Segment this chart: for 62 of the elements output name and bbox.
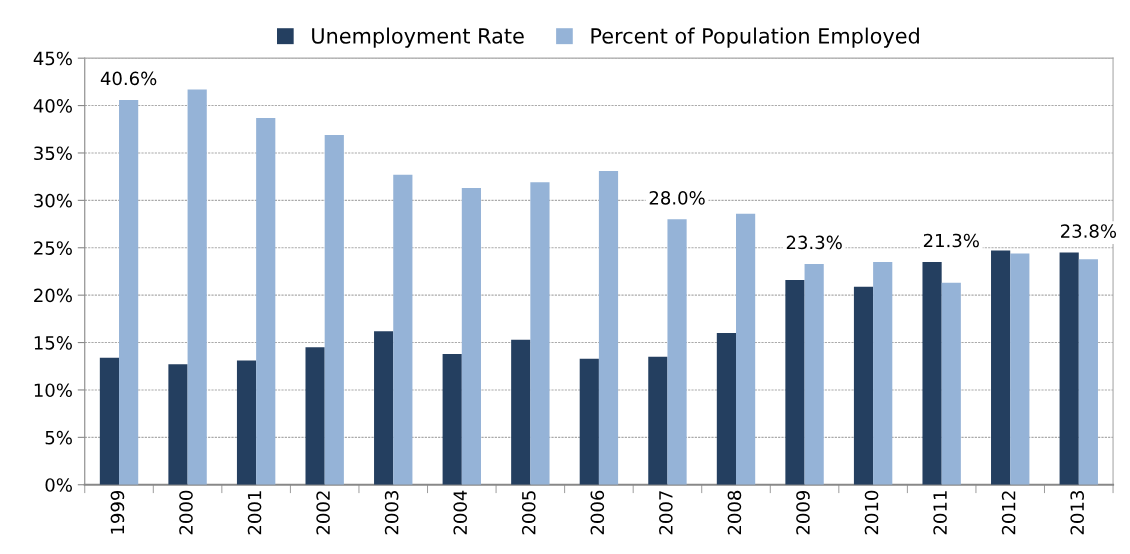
bar	[991, 250, 1011, 485]
y-tick-label: 40%	[33, 99, 72, 113]
x-tick-label: 2013	[1070, 491, 1085, 535]
bar	[256, 117, 276, 485]
x-tick-label: 2009	[796, 490, 810, 535]
x-tick-label: 2004	[453, 490, 468, 535]
x-tick-label: 2002	[316, 491, 330, 535]
x-tick-label: 2006	[590, 490, 605, 535]
y-tick-label: 30%	[34, 193, 72, 208]
x-tick-label: 2010	[864, 490, 879, 535]
bar	[922, 261, 942, 485]
bar	[736, 213, 756, 485]
x-tick-label: 2007	[659, 491, 673, 535]
x-tick-label: 2005	[521, 491, 536, 535]
bar	[804, 263, 824, 485]
x-tick-label: 2000	[179, 490, 193, 535]
bar	[873, 261, 893, 485]
bar	[374, 331, 394, 485]
bar	[442, 353, 462, 485]
y-tick-label: 25%	[34, 241, 72, 255]
data-label: 23.8%	[1061, 224, 1117, 238]
y-tick-label: 5%	[45, 430, 72, 445]
legend-label: Percent of Population Employed	[591, 27, 919, 48]
bar	[393, 174, 413, 485]
x-tick-label: 1999	[110, 490, 125, 534]
bar	[853, 286, 874, 485]
data-label: 23.3%	[786, 235, 842, 250]
y-tick-label: 10%	[34, 383, 72, 398]
bar	[187, 89, 207, 485]
bar	[716, 333, 737, 485]
bar	[305, 347, 325, 485]
x-tick-label: 2011	[933, 491, 947, 535]
y-tick-label: 0%	[45, 478, 72, 492]
bar	[785, 279, 805, 485]
bar	[530, 182, 550, 485]
bar	[941, 282, 961, 485]
y-tick-label: 35%	[34, 146, 72, 161]
bar	[99, 357, 120, 485]
bar	[511, 339, 531, 485]
bar	[236, 360, 257, 485]
bar	[324, 134, 344, 485]
bar	[598, 170, 619, 485]
bar	[461, 188, 481, 485]
data-label: 28.0%	[649, 191, 705, 205]
legend-label: Unemployment Rate	[312, 27, 524, 48]
bar	[1059, 252, 1079, 485]
y-tick-label: 15%	[34, 336, 72, 350]
data-label: 40.6%	[100, 71, 157, 86]
data-label: 21.3%	[923, 233, 979, 248]
bar	[1078, 259, 1098, 485]
y-tick-label: 45%	[33, 51, 72, 66]
bar	[579, 358, 599, 485]
y-tick-label: 20%	[34, 288, 72, 303]
bar	[119, 99, 139, 485]
x-tick-label: 2001	[247, 491, 262, 535]
bar	[1010, 253, 1030, 485]
x-tick-label: 2003	[384, 491, 399, 535]
x-tick-label: 2012	[1001, 491, 1016, 535]
x-tick-label: 2008	[727, 490, 742, 535]
bar	[667, 219, 687, 485]
bar	[648, 356, 668, 485]
bar	[168, 364, 188, 485]
